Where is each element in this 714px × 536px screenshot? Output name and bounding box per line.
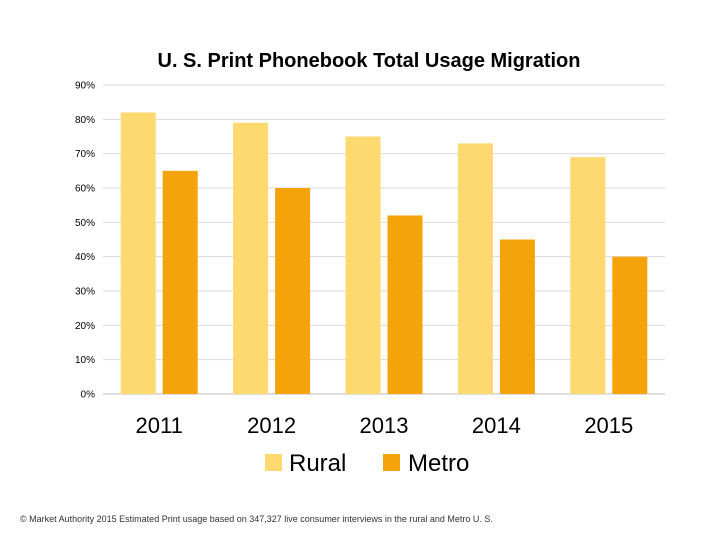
y-tick-label: 50% [75,218,95,229]
y-tick-label: 20% [75,321,95,332]
y-tick-label: 90% [75,81,95,92]
bar-metro-2013 [387,215,423,394]
legend-swatch-rural [265,454,282,471]
x-tick-label: 2014 [472,413,521,438]
bar-rural-2013 [345,136,381,394]
x-tick-label: 2015 [584,413,633,438]
chart-title: U. S. Print Phonebook Total Usage Migrat… [158,50,581,72]
legend: Rural Metro [265,450,469,477]
y-tick-label: 70% [75,149,95,160]
bar-metro-2015 [612,256,648,394]
bar-rural-2011 [120,112,156,394]
y-tick-label: 10% [75,355,95,366]
bars [120,112,648,395]
x-tick-label: 2013 [360,413,409,438]
x-tick-label: 2011 [136,413,183,438]
y-tick-label: 30% [75,287,95,298]
bar-rural-2012 [233,122,269,395]
legend-label-metro: Metro [408,450,469,477]
y-axis-ticks: 0% 10% 20% 30% 40% 50% 60% 70% 80% 90% [75,81,95,401]
bar-rural-2014 [457,143,493,394]
bar-metro-2014 [499,239,535,394]
bar-metro-2011 [162,170,198,394]
footnote: © Market Authority 2015 Estimated Print … [20,514,493,524]
bar-rural-2015 [570,157,606,394]
x-tick-label: 2012 [247,413,296,438]
y-tick-label: 80% [75,115,95,126]
bar-metro-2012 [275,188,311,394]
x-axis-ticks: 2011 2012 2013 2014 2015 [136,413,634,438]
legend-label-rural: Rural [289,450,346,477]
y-tick-label: 0% [81,390,96,401]
y-tick-label: 60% [75,184,95,195]
bar-chart: U. S. Print Phonebook Total Usage Migrat… [75,50,665,477]
legend-swatch-metro [383,454,400,471]
y-tick-label: 40% [75,252,95,263]
